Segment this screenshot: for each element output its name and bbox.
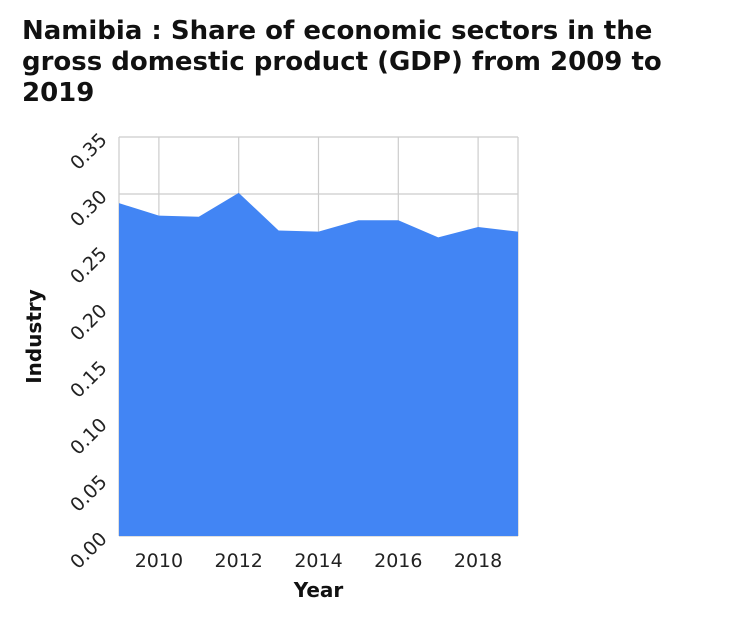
x-tick-label: 2010 xyxy=(135,550,183,572)
y-tick-label: 0.15 xyxy=(66,357,111,402)
chart-title: Namibia : Share of economic sectors in t… xyxy=(22,16,662,108)
x-tick-label: 2018 xyxy=(454,550,502,572)
y-tick-label: 0.05 xyxy=(66,471,111,516)
y-tick-label: 0.00 xyxy=(66,528,111,573)
x-tick-label: 2012 xyxy=(215,550,263,572)
x-axis-ticks: 2010 2012 2014 2016 2018 xyxy=(135,550,503,572)
x-tick-label: 2016 xyxy=(374,550,422,572)
y-tick-label: 0.30 xyxy=(66,186,111,231)
x-axis-label: Year xyxy=(293,578,344,602)
area-series-industry xyxy=(119,192,518,537)
y-tick-label: 0.20 xyxy=(66,300,111,345)
y-axis-label: Industry xyxy=(22,289,46,384)
y-tick-label: 0.35 xyxy=(66,129,111,174)
y-tick-label: 0.25 xyxy=(66,243,111,288)
y-axis-ticks: 0.00 0.05 0.10 0.15 0.20 0.25 0.30 0.35 xyxy=(66,129,111,573)
y-tick-label: 0.10 xyxy=(66,414,111,459)
x-tick-label: 2014 xyxy=(294,550,342,572)
